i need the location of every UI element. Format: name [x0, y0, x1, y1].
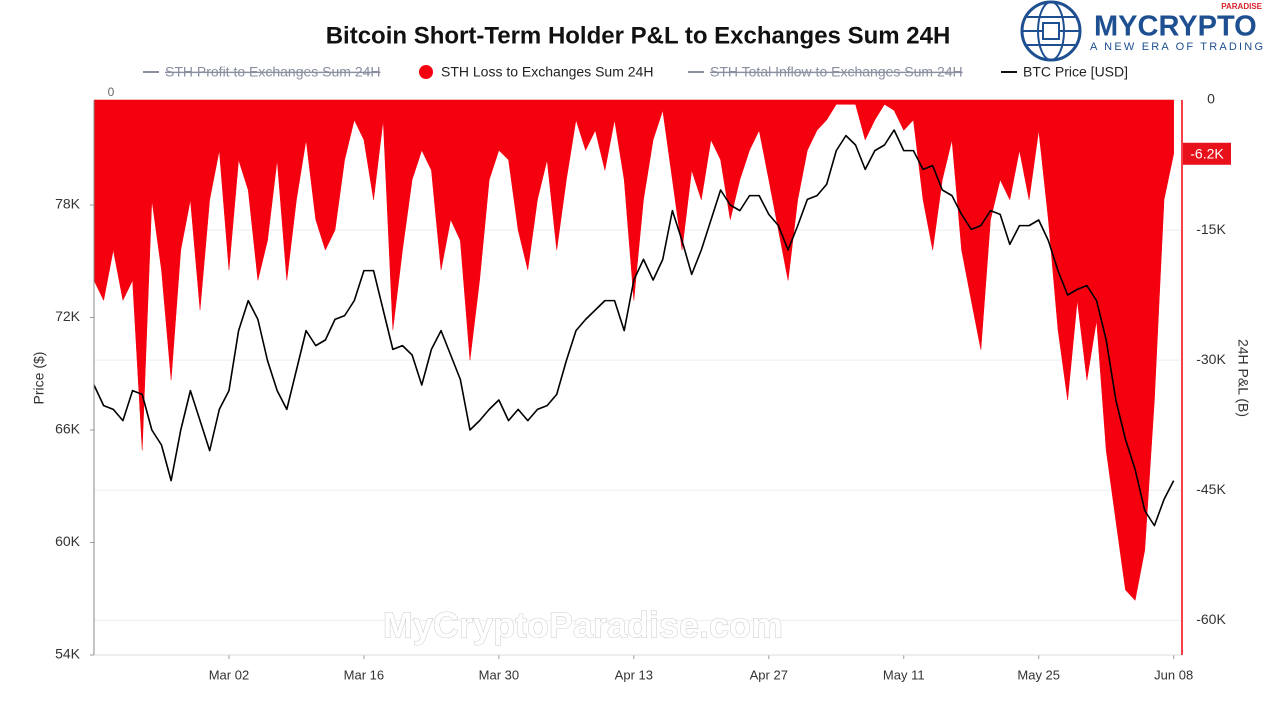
- price-line: [93, 129, 1175, 527]
- y2-tick-label: -45K: [1196, 481, 1226, 497]
- y-tick-label: 78K: [55, 196, 81, 212]
- legend-label: STH Total Inflow to Exchanges Sum 24H: [710, 64, 963, 80]
- logo-chip: [1042, 22, 1060, 40]
- x-tick-label: Mar 30: [479, 667, 519, 682]
- legend-swatch: [419, 65, 433, 79]
- y-tick-label: 54K: [55, 646, 81, 662]
- logo: MYCRYPTO PARADISE A NEW ERA OF TRADING: [1020, 0, 1265, 62]
- y-tick-label: 66K: [55, 421, 81, 437]
- x-tick-label: Jun 08: [1154, 667, 1193, 682]
- legend-label: STH Loss to Exchanges Sum 24H: [441, 64, 653, 80]
- legend-label: STH Profit to Exchanges Sum 24H: [165, 64, 381, 80]
- y2-tick-label: -60K: [1196, 611, 1226, 627]
- chart-title: Bitcoin Short-Term Holder P&L to Exchang…: [326, 22, 951, 49]
- loss-area: [93, 99, 1174, 601]
- y-tick-label: 72K: [55, 308, 81, 324]
- x-tick-label: Mar 02: [209, 667, 249, 682]
- y2-tick-label: 0: [1207, 91, 1215, 107]
- y-axis-title: Price ($): [31, 352, 47, 405]
- y2-tick-label: -30K: [1196, 351, 1226, 367]
- top-left-label: 0: [108, 85, 115, 99]
- legend-item: STH Total Inflow to Exchanges Sum 24H: [688, 64, 963, 80]
- logo-tag: PARADISE: [1221, 2, 1262, 11]
- current-marker: [1183, 142, 1231, 165]
- x-tick-label: Mar 16: [344, 667, 384, 682]
- legend-item: STH Profit to Exchanges Sum 24H: [143, 64, 381, 80]
- logo-name: MYCRYPTO: [1094, 11, 1257, 43]
- x-tick-label: Apr 27: [750, 667, 788, 682]
- logo-slogan: A NEW ERA OF TRADING: [1090, 41, 1265, 53]
- legend-item: STH Loss to Exchanges Sum 24H: [419, 64, 653, 80]
- y2-tick-label: -15K: [1196, 221, 1226, 237]
- legend-item: BTC Price [USD]: [1001, 64, 1128, 80]
- x-tick-label: May 11: [883, 667, 925, 682]
- current-marker-label: -6.2K: [1190, 145, 1224, 161]
- legend-label: BTC Price [USD]: [1023, 64, 1128, 80]
- x-tick-label: May 25: [1017, 667, 1060, 682]
- x-tick-label: Apr 13: [615, 667, 653, 682]
- y2-axis-title: 24H P&L (B): [1235, 339, 1251, 417]
- watermark: MyCryptoParadise.com: [383, 605, 783, 646]
- axes: 54K 60K 66K 72K 78K 0 -15K -30K -45K -60K Mar 02 Ma…: [55, 91, 1231, 682]
- plot: [93, 99, 1175, 601]
- y-tick-label: 60K: [55, 533, 81, 549]
